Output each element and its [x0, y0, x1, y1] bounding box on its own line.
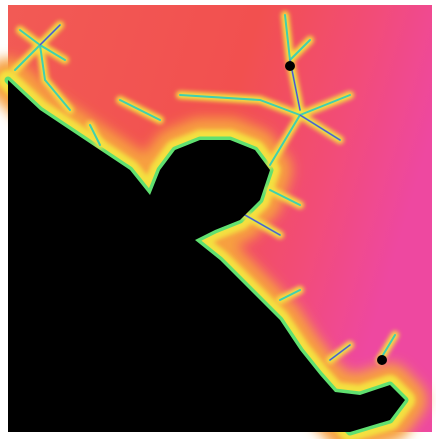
page [0, 0, 436, 439]
fractal-image [0, 0, 436, 439]
minibrot [285, 61, 295, 71]
minibrot [377, 355, 387, 365]
